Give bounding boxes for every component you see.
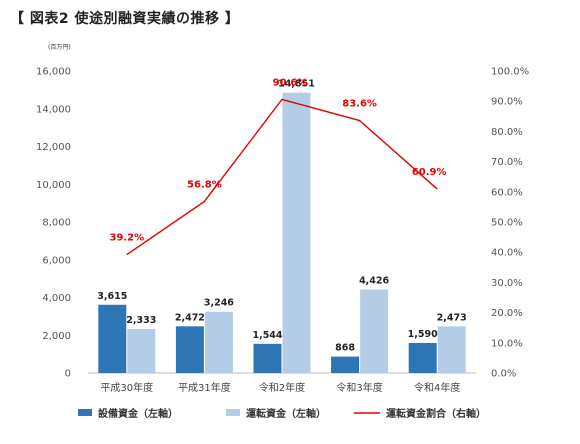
equipment-fund-bar: [408, 342, 437, 373]
equipment-fund-value-label: 3,615: [97, 291, 127, 302]
equipment-fund-value-label: 1,544: [252, 330, 282, 341]
operating-fund-value-label: 4,426: [359, 275, 389, 286]
right-axis-tick-label: 30.0%: [491, 278, 523, 289]
right-axis-ticks: 0.0% 10.0% 20.0% 30.0% 40.0% 50.0% 60.0% 70.0% 8…: [491, 67, 529, 380]
operating-fund-value-label: 3,246: [204, 298, 234, 309]
category-label: 平成31年度: [178, 381, 231, 394]
left-axis-tick-label: 6,000: [42, 255, 71, 266]
right-axis-tick-label: 50.0%: [491, 218, 523, 229]
legend-label: 設備資金（左軸）: [98, 407, 178, 420]
legend-swatch-operating: [226, 409, 240, 416]
ratio-value-label: 90.6%: [273, 77, 308, 88]
equipment-fund-bar: [98, 304, 127, 373]
right-axis-tick-label: 0.0%: [491, 369, 516, 380]
operating-fund-bar: [282, 92, 311, 373]
ratio-line-group: [126, 98, 438, 256]
right-axis-tick-label: 70.0%: [491, 157, 523, 168]
left-axis-tick-label: 14,000: [36, 104, 71, 115]
legend: 設備資金（左軸） 運転資金（左軸） 運転資金割合（右軸）: [78, 407, 486, 420]
category-label: 令和3年度: [336, 381, 382, 394]
left-axis-tick-label: 4,000: [42, 293, 71, 304]
right-axis-tick-label: 40.0%: [491, 248, 523, 259]
page-title: 【 図表2 使途別融資実績の推移 】: [10, 11, 240, 27]
operating-fund-bar: [127, 328, 156, 373]
right-axis-tick-label: 100.0%: [491, 67, 529, 78]
equipment-fund-value-label: 2,472: [175, 312, 205, 323]
left-axis-tick-label: 2,000: [42, 331, 71, 342]
right-axis-tick-label: 20.0%: [491, 308, 523, 319]
right-axis-tick-label: 80.0%: [491, 127, 523, 138]
operating-fund-bar: [360, 289, 389, 373]
ratio-value-labels: 39.2% 56.8% 90.6% 83.6% 60.9%: [109, 77, 446, 243]
legend-label: 運転資金（左軸）: [246, 407, 326, 420]
ratio-value-label: 83.6%: [342, 99, 377, 110]
equipment-fund-value-label: 868: [335, 343, 355, 354]
equipment-fund-bar: [253, 343, 282, 373]
equipment-fund-bar: [331, 356, 360, 373]
right-axis-tick-label: 10.0%: [491, 338, 523, 349]
operating-fund-bar: [204, 311, 233, 373]
ratio-value-label: 60.9%: [412, 167, 447, 178]
operating-fund-value-label: 14,851: [278, 79, 315, 90]
legend-label: 運転資金割合（右軸）: [386, 407, 486, 420]
category-labels: 平成30年度 平成31年度 令和2年度 令和3年度 令和4年度: [100, 381, 460, 394]
bars-group: [98, 92, 466, 373]
right-axis-tick-label: 60.0%: [491, 187, 523, 198]
operating-fund-value-label: 2,473: [437, 312, 467, 323]
category-label: 令和4年度: [414, 381, 460, 394]
right-axis-tick-label: 90.0%: [491, 97, 523, 108]
y-axis-unit-label: (百万円): [48, 44, 71, 51]
left-axis-tick-label: 16,000: [36, 67, 71, 78]
operating-fund-value-label: 2,333: [126, 315, 156, 326]
ratio-value-label: 56.8%: [187, 179, 222, 190]
left-axis-tick-label: 10,000: [36, 180, 71, 191]
left-axis-tick-label: 12,000: [36, 142, 71, 153]
legend-swatch-equipment: [78, 409, 92, 416]
category-label: 令和2年度: [259, 381, 305, 394]
category-label: 平成30年度: [100, 381, 153, 394]
equipment-fund-bar: [175, 326, 204, 373]
equipment-fund-value-label: 1,590: [408, 329, 438, 340]
ratio-value-label: 39.2%: [109, 233, 144, 244]
operating-fund-bar: [437, 326, 466, 373]
left-axis-tick-label: 8,000: [42, 218, 71, 229]
bar-value-labels: 3,615 2,333 2,472 3,246 1,544 14,851 868 4,426 1…: [97, 79, 466, 354]
left-axis-ticks: 0 2,000 4,000 6,000 8,000 10,000 12,000 14,000 1…: [36, 67, 71, 380]
left-axis-tick-label: 0: [65, 369, 71, 380]
ratio-line: [126, 98, 438, 256]
